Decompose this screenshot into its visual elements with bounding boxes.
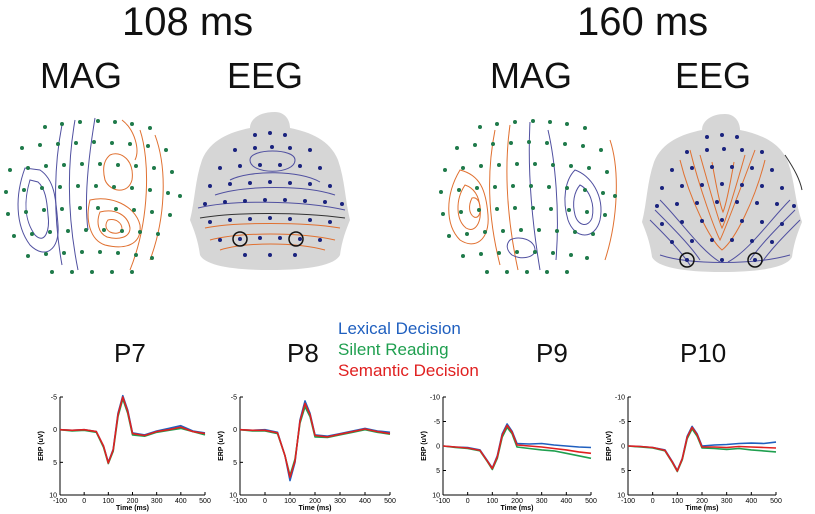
time-label-108: 108 ms [122, 0, 254, 44]
x-tick-label: 200 [696, 498, 708, 505]
x-tick-label: 400 [745, 498, 757, 505]
series-line-semantic-decision [442, 424, 592, 470]
y-tick-label: 10 [432, 493, 440, 500]
electrode-label-p9: P9 [536, 338, 568, 368]
eeg-topomap-160 [642, 114, 803, 272]
x-tick-label: -100 [233, 498, 247, 505]
x-tick-label: 0 [82, 498, 86, 505]
x-tick-label: 300 [151, 498, 163, 505]
y-tick-label: 0 [233, 427, 237, 434]
mag-topomap-160 [439, 119, 617, 274]
y-tick-label: -10 [615, 395, 625, 402]
x-axis-label: Time (ms) [686, 505, 719, 512]
electrode-label-p7: P7 [114, 338, 146, 368]
x-tick-label: 500 [770, 498, 782, 505]
y-tick-label: 0 [436, 444, 440, 451]
series-line-semantic-decision [59, 396, 206, 464]
x-tick-label: -100 [621, 498, 635, 505]
legend-semantic-decision: Semantic Decision [338, 361, 479, 380]
x-tick-label: 200 [511, 498, 523, 505]
x-tick-label: 100 [102, 498, 114, 505]
legend-lexical-decision: Lexical Decision [338, 319, 461, 338]
highlight-p7-108 [232, 231, 248, 247]
mag-topomap-108 [4, 117, 182, 274]
series-line-lexical-decision [239, 400, 391, 482]
erp-chart-p9: -10 -5 0 5 10-100 0 100 200 300 400 500 Time (ms) ER… [421, 395, 597, 513]
highlight-p8-108 [288, 231, 304, 247]
y-tick-label: -10 [430, 395, 440, 402]
x-tick-label: 0 [466, 498, 470, 505]
y-tick-label: 5 [436, 468, 440, 475]
y-axis-label: ERP (uV) [218, 431, 225, 461]
x-tick-label: 500 [585, 498, 597, 505]
x-axis-label: Time (ms) [299, 505, 332, 512]
x-tick-label: -100 [436, 498, 450, 505]
y-axis-label: ERP (uV) [38, 431, 45, 461]
y-tick-label: 0 [53, 427, 57, 434]
eeg-topomap-108 [190, 112, 350, 270]
erp-chart-p7: -5 0 5 10-100 0 100 200 300 400 500 Time (ms) ERP (… [38, 395, 211, 513]
series-line-semantic-decision [239, 402, 391, 479]
y-tick-label: -5 [231, 395, 237, 402]
y-tick-label: -5 [619, 419, 625, 426]
modality-label-mag-108: MAG [40, 55, 123, 96]
x-tick-label: 500 [384, 498, 396, 505]
y-tick-label: -5 [434, 419, 440, 426]
x-tick-label: 0 [651, 498, 655, 505]
x-tick-label: 100 [486, 498, 498, 505]
series-line-semantic-decision [627, 426, 777, 472]
x-tick-label: 500 [199, 498, 211, 505]
y-axis-label: ERP (uV) [421, 431, 428, 461]
erp-chart-p10: -10 -5 0 5 10-100 0 100 200 300 400 500 Time (ms) ER… [606, 395, 782, 513]
topomaps [4, 112, 803, 274]
x-tick-label: 200 [309, 498, 321, 505]
electrode-label-p8: P8 [287, 338, 319, 368]
y-tick-label: -5 [51, 395, 57, 402]
y-tick-label: 10 [617, 493, 625, 500]
y-tick-label: 10 [229, 493, 237, 500]
x-tick-label: 300 [334, 498, 346, 505]
x-tick-label: 400 [359, 498, 371, 505]
y-tick-label: 5 [233, 460, 237, 467]
modality-label-mag-160: MAG [490, 55, 573, 96]
x-tick-label: 300 [536, 498, 548, 505]
y-axis-label: ERP (uV) [606, 431, 613, 461]
x-tick-label: 0 [263, 498, 267, 505]
y-tick-label: 5 [53, 460, 57, 467]
x-axis-label: Time (ms) [501, 505, 534, 512]
series-line-silent-reading [239, 405, 391, 477]
legend: Lexical Decision Silent Reading Semantic… [338, 320, 479, 379]
x-tick-label: 100 [671, 498, 683, 505]
modality-label-eeg-160: EEG [675, 55, 752, 96]
highlight-p9-160 [679, 252, 695, 268]
x-tick-label: -100 [53, 498, 67, 505]
y-tick-label: 0 [621, 444, 625, 451]
legend-silent-reading: Silent Reading [338, 340, 449, 359]
time-label-160: 160 ms [577, 0, 709, 44]
x-tick-label: 300 [721, 498, 733, 505]
electrode-label-p10: P10 [680, 338, 727, 368]
x-tick-label: 400 [560, 498, 572, 505]
x-tick-label: 200 [127, 498, 139, 505]
x-axis-label: Time (ms) [116, 505, 149, 512]
x-tick-label: 100 [284, 498, 296, 505]
modality-label-eeg-108: EEG [227, 55, 304, 96]
y-tick-label: 5 [621, 468, 625, 475]
series-line-silent-reading [627, 428, 777, 473]
highlight-p10-160 [747, 252, 763, 268]
erp-chart-p8: -5 0 5 10-100 0 100 200 300 400 500 Time (ms) ERP (… [218, 395, 396, 513]
x-tick-label: 400 [175, 498, 187, 505]
y-tick-label: 10 [49, 493, 57, 500]
